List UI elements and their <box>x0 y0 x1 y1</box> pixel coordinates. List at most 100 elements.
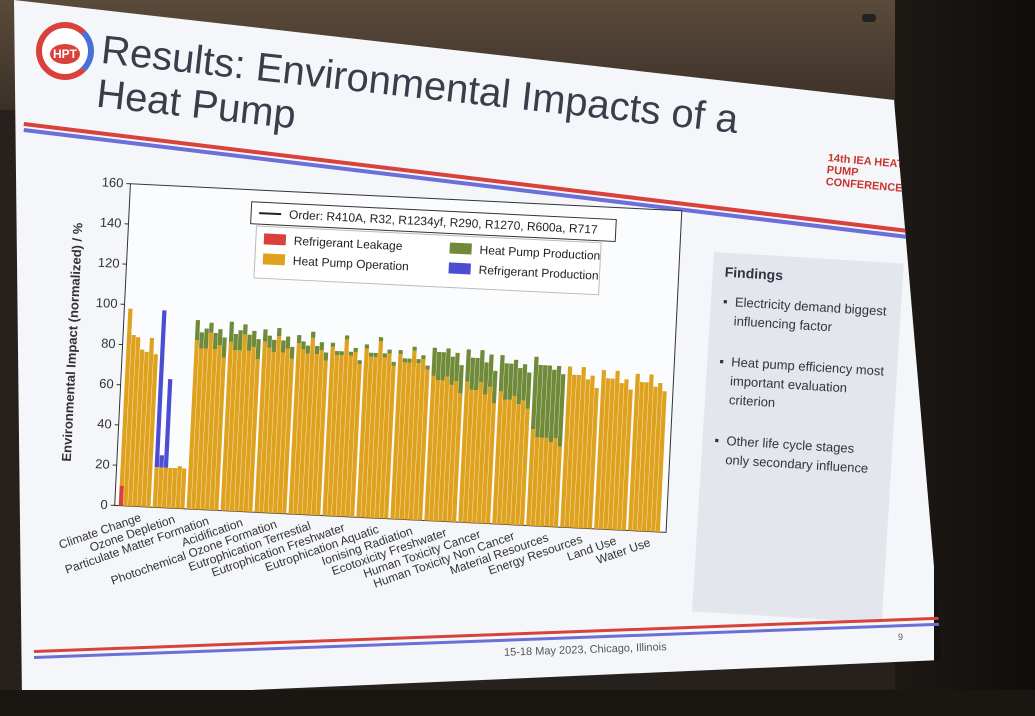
bar-segment <box>516 367 523 405</box>
bar-segment <box>118 485 124 506</box>
bar-segment <box>365 356 378 518</box>
bar-segment <box>228 321 235 342</box>
bar-segment <box>370 340 384 519</box>
bar-segment <box>467 389 479 523</box>
bar-segment <box>478 349 485 383</box>
bar-segment <box>276 327 282 337</box>
bar-segment <box>399 362 412 520</box>
bar-segment <box>564 374 577 528</box>
bar-segment <box>267 335 273 348</box>
bar-segment <box>157 467 164 508</box>
finding-bullet: ▪ Electricity demand biggest influencing … <box>721 292 889 340</box>
bar-segment <box>137 351 149 507</box>
legend-box <box>253 225 602 296</box>
bar-segment <box>141 337 155 507</box>
legend-swatch <box>449 242 472 255</box>
bar-segment <box>573 367 587 529</box>
bar-segment <box>498 355 505 392</box>
slide-footer: 15-18 May 2023, Chicago, Illinois <box>503 641 667 659</box>
bar-segment <box>316 360 328 516</box>
bar-segment <box>271 339 277 353</box>
bar-segment <box>368 352 374 357</box>
bar-segment <box>323 352 329 361</box>
bar-segment <box>340 355 353 517</box>
bar-segment <box>163 379 173 468</box>
bar-segment <box>510 404 521 525</box>
bar-segment <box>407 358 412 363</box>
bar-segment <box>302 337 316 515</box>
bar-segment <box>621 389 633 531</box>
bar-segment <box>525 372 532 409</box>
bar-segment <box>285 336 291 349</box>
bar-segment <box>404 350 417 520</box>
legend-label: Refrigerant Production <box>478 263 599 283</box>
bar-segment <box>200 332 214 510</box>
bar-segment <box>282 358 294 514</box>
bar-segment <box>544 441 553 527</box>
footer-divider-blue <box>34 622 942 659</box>
bar-segment <box>175 466 182 509</box>
bar-segment <box>293 349 306 515</box>
bar-segment <box>398 350 403 355</box>
bar-segment <box>462 389 474 523</box>
bar-segment <box>319 342 325 351</box>
bar-segment <box>557 374 566 447</box>
projected-slide: HPT Results: Environmental Impacts of a … <box>14 0 942 690</box>
bar-segment <box>301 341 306 350</box>
bar-segment <box>146 354 158 508</box>
stacked-bar-chart: 0 20 40 60 80 100 120 140 160 Environmental Impac… <box>57 174 683 591</box>
bar-segment <box>259 347 272 513</box>
y-tick-label: 80 <box>101 336 116 352</box>
bar-segment <box>280 340 286 353</box>
bar-segment <box>243 324 248 335</box>
bar-segment <box>306 353 319 515</box>
hpt-logo-text: HPT <box>50 44 80 64</box>
bar-segment <box>361 356 374 518</box>
finding-bullet: ▪ Other life cycle stages only secondary … <box>713 430 881 478</box>
y-tick-label: 0 <box>100 497 108 512</box>
bar-segment <box>560 366 573 528</box>
bar-segment <box>171 467 178 509</box>
bar-segment <box>440 352 446 381</box>
bar-segment <box>553 365 562 439</box>
bar-segment <box>119 308 133 486</box>
bar-segment <box>246 334 252 351</box>
bar-segment <box>220 341 234 511</box>
finding-bullet: ▪ Heat pump efficiency most important eva… <box>716 352 885 419</box>
bar-segment <box>535 437 544 527</box>
bar-segment <box>482 362 489 395</box>
bar-segment <box>530 437 540 526</box>
bar-segment <box>237 330 243 351</box>
y-tick-label: 160 <box>101 174 123 190</box>
bar-segment <box>243 346 256 512</box>
bar-segment <box>515 400 526 526</box>
bar-segment <box>553 446 562 528</box>
legend-order-line <box>259 212 282 216</box>
bar-segment <box>203 328 209 349</box>
bar-segment <box>378 336 384 342</box>
bar-segment <box>161 467 169 508</box>
y-tick-label: 60 <box>99 376 114 392</box>
floor-shadow <box>0 690 1035 716</box>
bar-segment <box>382 353 388 358</box>
bar-segment <box>191 348 204 510</box>
bar-segment <box>336 339 350 517</box>
bar-segment <box>438 376 450 522</box>
bar-segment <box>322 346 335 516</box>
bar-segment <box>229 350 242 512</box>
bar-segment <box>199 332 205 349</box>
bar-segment <box>402 358 408 363</box>
bar-segment <box>356 348 369 518</box>
bar-segment <box>132 349 145 507</box>
bar-segment <box>186 340 200 510</box>
bar-segment <box>451 393 463 523</box>
bar-segment <box>345 351 358 517</box>
bar-segment <box>152 467 159 508</box>
bar-segment <box>272 352 285 514</box>
page-number: 9 <box>898 632 904 642</box>
bar-segment <box>327 354 340 516</box>
bar-segment <box>217 329 223 346</box>
bar-segment <box>374 357 387 519</box>
bar-segment <box>251 330 257 348</box>
bar-segment <box>353 347 358 353</box>
